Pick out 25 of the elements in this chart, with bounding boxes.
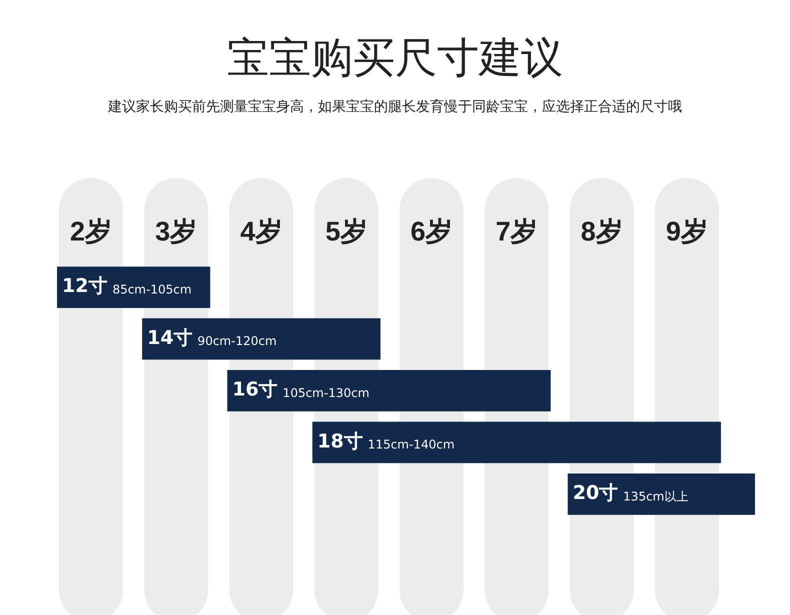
y-tick-label: 12寸 [62, 275, 108, 298]
x-tick-label: 7岁 [496, 216, 538, 247]
x-tick-label: 8岁 [580, 216, 623, 247]
annotation: 115cm-140cm [368, 438, 455, 452]
x-tick-label: 5岁 [325, 216, 368, 247]
x-tick-label: 4岁 [240, 216, 282, 247]
y-tick-label: 20寸 [572, 482, 618, 504]
annotation: 85cm-105cm [112, 282, 192, 296]
bar [227, 370, 551, 412]
bar [568, 473, 755, 515]
y-tick-label: 18寸 [317, 430, 363, 452]
x-tick-label: 6岁 [410, 216, 453, 247]
chart-subtitle: 建议家长购买前先测量宝宝身高，如果宝宝的腿长发育慢于同龄宝宝，应选择正合适的尺寸哦 [106, 98, 683, 116]
annotation: 135cm以上 [623, 489, 688, 504]
annotation: 105cm-130cm [282, 386, 370, 400]
bar [142, 318, 380, 360]
chart-title: 宝宝购买尺寸建议 [226, 32, 564, 84]
annotation: 90cm-120cm [198, 334, 277, 348]
y-tick-label: 16寸 [232, 378, 278, 401]
x-tick-label: 3岁 [155, 216, 198, 247]
y-tick-label: 14寸 [147, 326, 193, 349]
bar [312, 422, 721, 464]
bar [57, 266, 210, 308]
x-tick-label: 9岁 [666, 216, 708, 247]
x-tick-label: 2岁 [70, 216, 112, 247]
